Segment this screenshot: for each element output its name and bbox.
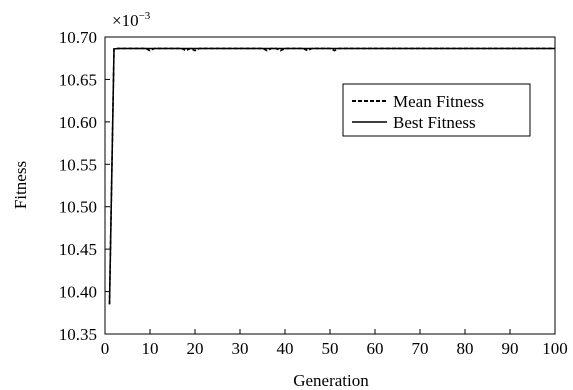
legend-box <box>342 83 531 137</box>
x-tick-label: 60 <box>367 339 384 358</box>
x-axis-title: Generation <box>293 371 369 390</box>
y-tick-label: 10.70 <box>59 28 97 47</box>
x-tick-label: 70 <box>412 339 429 358</box>
y-tick-label: 10.40 <box>59 283 97 302</box>
y-multiplier-label: ×10−3 <box>112 10 151 30</box>
y-tick-label: 10.55 <box>59 155 97 174</box>
x-tick-label: 20 <box>187 339 204 358</box>
x-tick-label: 90 <box>502 339 519 358</box>
x-tick-label: 30 <box>232 339 249 358</box>
y-tick-label: 10.35 <box>59 325 97 344</box>
x-tick-label: 40 <box>277 339 294 358</box>
plot-frame-group <box>104 36 556 335</box>
x-tick-label: 100 <box>542 339 568 358</box>
y-tick-label: 10.60 <box>59 113 97 132</box>
x-tick-label: 80 <box>457 339 474 358</box>
x-tick-label: 0 <box>101 339 110 358</box>
legend-mean-fitness-label: Mean Fitness <box>393 92 484 111</box>
legend-best-fitness-label: Best Fitness <box>393 113 476 132</box>
ticks-group: 0 10 20 30 40 50 60 70 80 90 100 10.70 10.65 10.60 10.… <box>59 28 568 358</box>
plot-frame <box>104 36 556 335</box>
y-tick-label: 10.50 <box>59 198 97 217</box>
y-tick-label: 10.65 <box>59 70 97 89</box>
x-tick-label: 50 <box>322 339 339 358</box>
y-tick-label: 10.45 <box>59 240 97 259</box>
y-axis-title: Fitness <box>11 161 30 209</box>
mean-fitness-line <box>108 47 555 305</box>
best-fitness-line <box>108 47 555 305</box>
series-group <box>108 47 555 305</box>
x-tick-label: 10 <box>142 339 159 358</box>
legend: Mean Fitness Best Fitness <box>342 83 531 137</box>
